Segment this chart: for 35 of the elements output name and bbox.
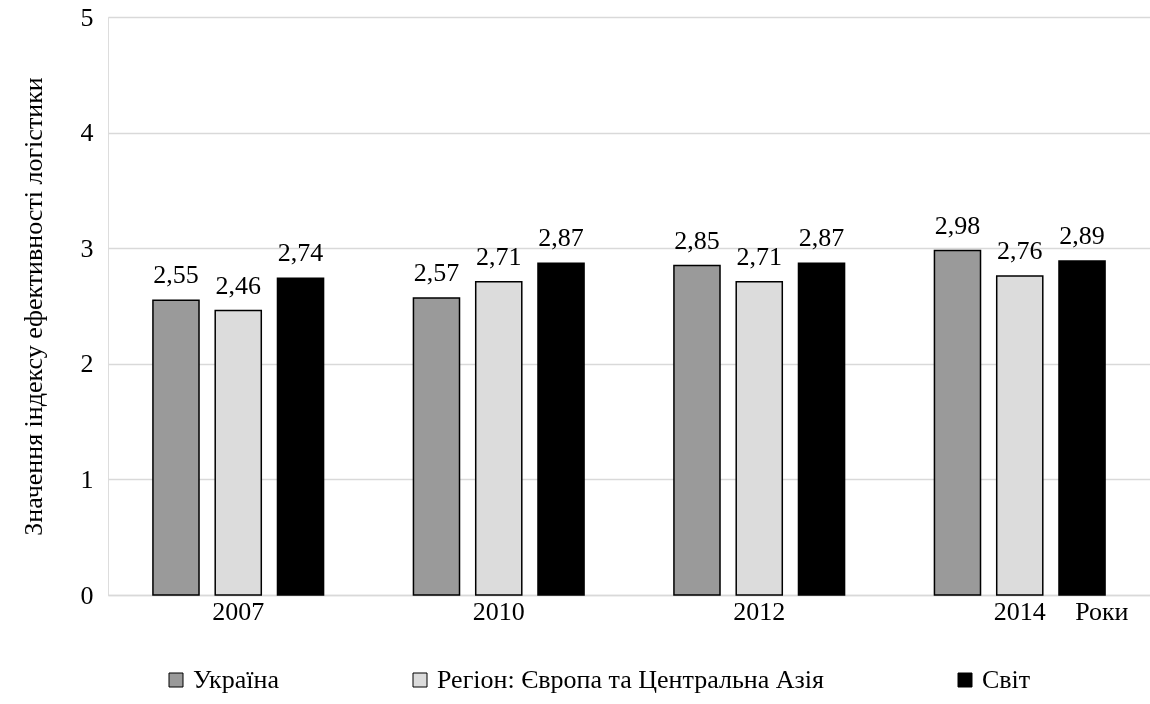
bar [933, 249, 982, 596]
x-tick-label: 2012 [733, 596, 786, 626]
data-label: 2,71 [736, 241, 782, 271]
legend-label: Світ [982, 665, 1031, 694]
bar [673, 264, 721, 596]
y-tick-label: 3 [80, 233, 94, 263]
legend-label: Україна [193, 665, 280, 694]
x-axis-title: Роки [1075, 596, 1129, 626]
data-label: 2,57 [413, 257, 460, 287]
data-label: 2,46 [215, 270, 261, 300]
data-label: 2,87 [798, 223, 845, 253]
y-tick-label: 0 [80, 580, 94, 610]
y-tick-label: 5 [80, 2, 94, 32]
bar [537, 262, 585, 596]
bar [412, 297, 461, 596]
data-label: 2,74 [277, 238, 324, 268]
x-tick-label: 2014 [993, 596, 1046, 626]
bar [1058, 260, 1106, 596]
data-label: 2,89 [1059, 220, 1105, 250]
x-tick-label: 2007 [212, 596, 265, 626]
bar [276, 277, 325, 596]
y-tick-label: 1 [80, 464, 94, 494]
y-tick-label: 2 [80, 349, 94, 379]
y-tick-label: 4 [80, 118, 94, 148]
data-label: 2,76 [997, 235, 1043, 265]
data-label: 2,55 [153, 260, 199, 290]
legend-label: Регіон: Європа та Центральна Азія [437, 665, 825, 694]
data-label: 2,87 [538, 223, 584, 253]
data-label: 2,85 [674, 225, 720, 255]
data-label: 2,71 [476, 241, 522, 271]
y-axis-title: Значення індексу ефективності логістики [18, 77, 48, 536]
bar [152, 299, 200, 596]
x-tick-label: 2010 [472, 596, 525, 626]
bar [797, 262, 846, 596]
data-label: 2,98 [934, 210, 981, 240]
